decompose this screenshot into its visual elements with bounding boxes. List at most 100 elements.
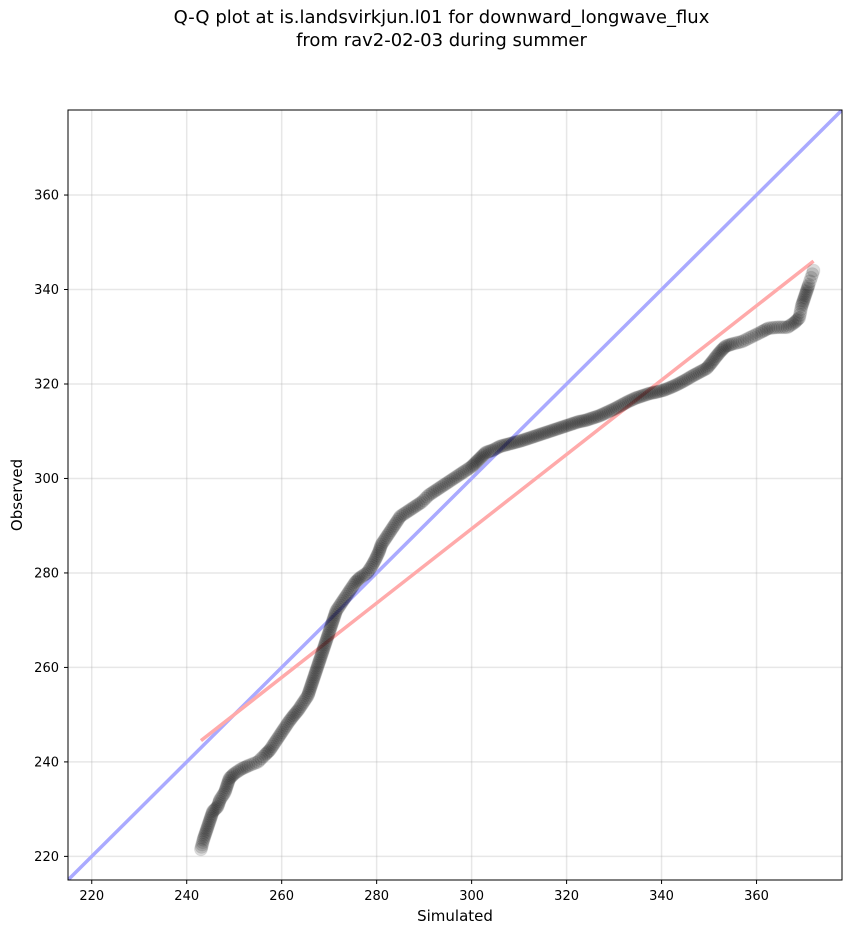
- quantile-point: [706, 352, 721, 367]
- quantile-point: [671, 376, 686, 391]
- quantile-point: [210, 799, 225, 814]
- quantile-point: [212, 794, 227, 809]
- quantile-point: [546, 423, 561, 438]
- quantile-point: [783, 317, 798, 332]
- quantile-point: [678, 373, 693, 388]
- quantile-point: [532, 427, 547, 442]
- quantile-point: [193, 842, 208, 857]
- quantile-point: [416, 493, 431, 508]
- quantile-point: [751, 326, 766, 341]
- quantile-point: [325, 614, 340, 629]
- quantile-point: [730, 335, 745, 350]
- quantile-point: [696, 363, 711, 378]
- quantile-point: [302, 683, 317, 698]
- quantile-point: [222, 771, 237, 786]
- quantile-point: [539, 425, 554, 440]
- quantile-point: [293, 699, 308, 714]
- quantile-point: [557, 419, 572, 434]
- quantile-point: [523, 430, 538, 445]
- quantile-point: [272, 728, 287, 743]
- quantile-point: [364, 558, 379, 573]
- quantile-point: [439, 476, 454, 491]
- quantile-point: [493, 439, 508, 454]
- x-tick-label: 260: [269, 889, 294, 904]
- quantile-point: [610, 400, 625, 415]
- quantile-point: [573, 414, 588, 429]
- quantile-point: [528, 428, 543, 443]
- quantile-point: [423, 486, 438, 501]
- quantile-point: [212, 792, 227, 807]
- quantile-point: [735, 334, 750, 349]
- quantile-point: [788, 314, 803, 329]
- quantile-point: [205, 806, 220, 821]
- quantile-point: [371, 546, 386, 561]
- quantile-point: [537, 425, 552, 440]
- quantile-point: [434, 479, 449, 494]
- quantile-point: [315, 646, 330, 661]
- quantile-point: [360, 565, 375, 580]
- quantile-point: [562, 417, 577, 432]
- quantile-point: [215, 789, 230, 804]
- quantile-point: [201, 818, 216, 833]
- quantile-point: [427, 484, 442, 499]
- quantile-point: [603, 403, 618, 418]
- quantile-point: [395, 508, 410, 523]
- quantile-point: [615, 397, 630, 412]
- quantile-point: [248, 755, 263, 770]
- quantile-point: [418, 491, 433, 506]
- plot-frame: [67, 109, 843, 881]
- quantile-point: [660, 381, 675, 396]
- y-tick-label: 300: [34, 472, 59, 487]
- quantile-point: [500, 437, 515, 452]
- quantile-point: [798, 286, 813, 301]
- quantile-point: [715, 342, 730, 357]
- quantile-point: [409, 498, 424, 513]
- quantile-point: [306, 671, 321, 686]
- quantile-point: [804, 270, 819, 285]
- quantile-point: [202, 815, 217, 830]
- quantile-point: [789, 313, 804, 328]
- quantile-point: [382, 525, 397, 540]
- quantile-point: [367, 553, 382, 568]
- quantile-point: [250, 754, 265, 769]
- y-tick-label: 340: [34, 283, 59, 298]
- quantile-point: [519, 431, 534, 446]
- quantile-point: [700, 359, 715, 374]
- quantile-point: [404, 502, 419, 517]
- quantile-point: [430, 482, 445, 497]
- quantile-point: [720, 338, 735, 353]
- quantile-point: [742, 330, 757, 345]
- quantile-point: [329, 603, 344, 618]
- quantile-point: [461, 462, 476, 477]
- quantile-point: [794, 301, 809, 316]
- quantile-point: [326, 610, 341, 625]
- quantile-point: [383, 523, 398, 538]
- quantile-point: [379, 530, 394, 545]
- quantile-point: [626, 391, 641, 406]
- quantile-point: [592, 408, 607, 423]
- quantile-point: [345, 578, 360, 593]
- quantile-point: [319, 633, 334, 648]
- quantile-point: [313, 651, 328, 666]
- quantile-point: [323, 621, 338, 636]
- quantile-point: [372, 544, 387, 559]
- quantile-point: [617, 396, 632, 411]
- chart-title: Q-Q plot at is.landsvirkjun.l01 for down…: [0, 6, 851, 52]
- quantile-point: [749, 327, 764, 342]
- quantile-point: [567, 415, 582, 430]
- quantile-point: [286, 708, 301, 723]
- quantile-point: [341, 586, 356, 601]
- quantile-point: [651, 384, 666, 399]
- quantile-point: [331, 600, 346, 615]
- quantile-point: [309, 662, 324, 677]
- quantile-point: [354, 569, 369, 584]
- quantile-point: [366, 555, 381, 570]
- quantile-point: [612, 399, 627, 414]
- identity-line: [68, 110, 842, 880]
- quantile-point: [680, 372, 695, 387]
- quantile-point: [797, 291, 812, 306]
- quantile-point: [623, 393, 638, 408]
- quantile-point: [221, 774, 236, 789]
- quantile-point: [662, 381, 677, 396]
- quantile-point: [420, 489, 435, 504]
